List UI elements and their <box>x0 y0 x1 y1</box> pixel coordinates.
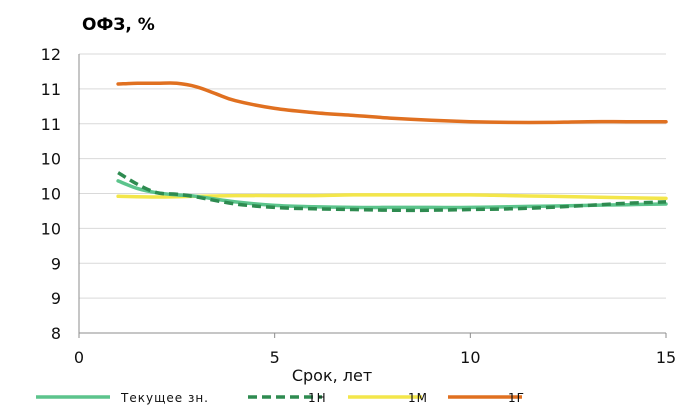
legend-label: 1Н <box>308 391 327 405</box>
chart-title: ОФЗ, % <box>82 15 155 35</box>
y-tick-label: 11 <box>41 115 61 134</box>
y-tick-label: 10 <box>41 150 61 169</box>
y-tick-label: 10 <box>41 219 61 238</box>
axes <box>78 54 667 338</box>
grid <box>79 53 666 299</box>
x-tick-label: 10 <box>460 348 480 367</box>
series-line <box>116 193 668 201</box>
y-tick-label: 10 <box>41 185 61 204</box>
x-tick-label: 0 <box>74 348 84 367</box>
series-line <box>116 81 668 125</box>
legend-label: 1Г <box>508 391 525 405</box>
x-tick-label: 15 <box>656 348 676 367</box>
series-lines <box>116 81 668 213</box>
x-ticks: 0 5 10 15 <box>74 348 676 367</box>
legend: Текущее зн. 1Н 1М 1Г <box>36 391 525 405</box>
x-axis-label: Срок, лет <box>292 366 372 385</box>
y-ticks: 8 9 9 10 10 10 11 11 12 <box>41 45 61 343</box>
y-tick-label: 9 <box>51 254 61 273</box>
legend-label: 1М <box>408 391 428 405</box>
y-tick-label: 11 <box>41 80 61 99</box>
x-tick-label: 5 <box>270 348 280 367</box>
y-tick-label: 8 <box>51 324 61 343</box>
series-line <box>117 171 667 213</box>
legend-label: Текущее зн. <box>120 391 209 405</box>
y-tick-label: 12 <box>41 45 61 64</box>
y-tick-label: 9 <box>51 289 61 308</box>
